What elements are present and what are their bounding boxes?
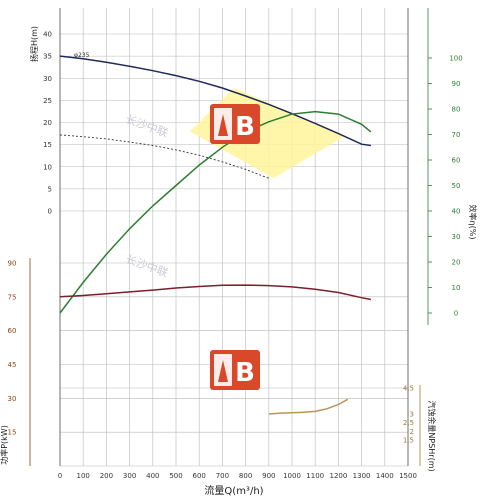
logo-text: B: [235, 112, 255, 142]
head-tick-label: 10: [43, 163, 52, 171]
axes: 0 100 200 300 400 500 600 700 800 900 1000 1100 1200…: [0, 8, 478, 497]
efficiency-tick-label: 80: [452, 106, 461, 114]
npsh-axis-title: 汽蚀余量NPSHr(m): [427, 400, 437, 471]
series-layer: [59, 55, 372, 415]
head-tick-label: 20: [43, 119, 52, 127]
logo-text: B: [235, 358, 255, 388]
curve-tag-label: φ235: [74, 52, 90, 59]
power-axis-title: 功率P(kW): [0, 425, 9, 465]
x-tick-label: 800: [239, 472, 252, 480]
x-tick-label: 1400: [376, 472, 394, 480]
head-axis-title: 扬程H(m): [29, 26, 39, 62]
logo-badge-upper: B: [210, 104, 260, 144]
efficiency-tick-label: 60: [452, 157, 461, 165]
x-tick-label: 100: [77, 472, 90, 480]
series-head-line-0: [59, 55, 372, 147]
power-tick-label: 90: [8, 260, 17, 268]
x-tick-label: 0: [58, 472, 62, 480]
x-tick-label: 300: [123, 472, 136, 480]
efficiency-tick-label: 70: [452, 131, 461, 139]
efficiency-axis-title: 效率η(%): [468, 205, 478, 240]
head-tick-label: 5: [48, 185, 52, 193]
x-tick-label: 1500: [399, 472, 417, 480]
efficiency-tick-label: 90: [452, 80, 461, 88]
power-tick-label: 60: [8, 327, 17, 335]
x-tick-label: 600: [193, 472, 206, 480]
npsh-tick-label: 4.5: [403, 385, 414, 393]
series-power-line-3: [59, 284, 372, 301]
power-tick-label: 45: [8, 361, 17, 369]
npsh-tick-label: 1.5: [403, 437, 414, 445]
power-tick-label: 75: [8, 293, 17, 301]
head-tick-label: 35: [43, 53, 52, 61]
head-tick-label: 30: [43, 75, 52, 83]
head-tick-label: 0: [48, 208, 52, 216]
series-head-line-1: [59, 134, 269, 179]
head-tick-label: 40: [43, 31, 52, 39]
x-tick-label: 500: [169, 472, 182, 480]
logo-badge-lower: B: [210, 350, 260, 390]
x-axis-title: 流量Q(m³/h): [204, 484, 263, 497]
x-tick-label: 400: [146, 472, 159, 480]
npsh-tick-label: 2: [410, 428, 414, 436]
x-tick-label: 1300: [353, 472, 371, 480]
x-tick-label: 700: [216, 472, 229, 480]
series-npsh-line-4: [268, 398, 349, 415]
x-tick-label: 900: [262, 472, 275, 480]
head-tick-label: 15: [43, 141, 52, 149]
efficiency-tick-label: 40: [452, 208, 461, 216]
power-tick-label: 15: [8, 429, 17, 437]
x-tick-label: 200: [100, 472, 113, 480]
head-tick-label: 25: [43, 97, 52, 105]
x-tick-label: 1100: [306, 472, 324, 480]
efficiency-tick-label: 30: [452, 233, 461, 241]
efficiency-tick-label: 10: [452, 284, 461, 292]
efficiency-tick-label: 100: [449, 55, 462, 63]
x-tick-label: 1000: [283, 472, 301, 480]
efficiency-tick-label: 50: [452, 182, 461, 190]
series-efficiency-line-2: [59, 110, 372, 314]
x-tick-label: 1200: [329, 472, 347, 480]
efficiency-tick-label: 0: [454, 310, 458, 318]
power-tick-label: 30: [8, 395, 17, 403]
logo-mark-icon: [218, 360, 228, 382]
efficiency-tick-label: 20: [452, 259, 461, 267]
npsh-tick-label: 2.5: [403, 419, 414, 427]
npsh-tick-label: 3: [410, 411, 414, 419]
logo-mark-icon: [218, 114, 228, 136]
